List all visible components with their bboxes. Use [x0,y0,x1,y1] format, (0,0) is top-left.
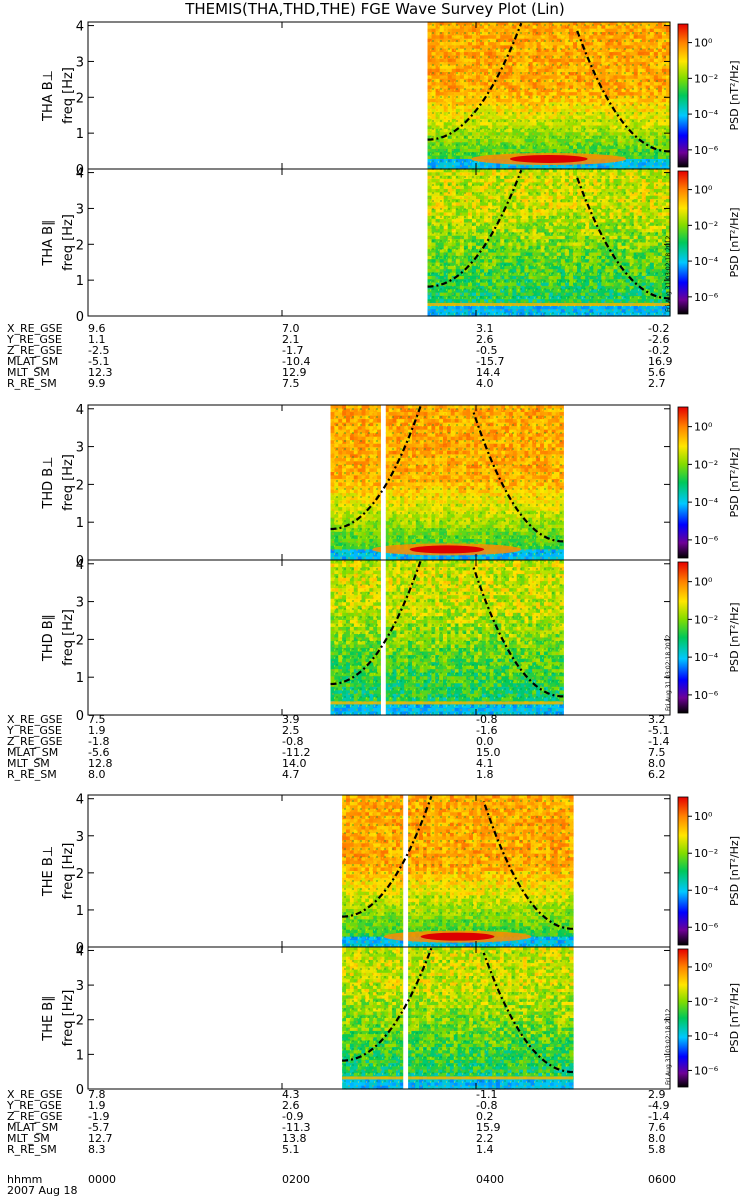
colorbar [677,23,689,168]
colorbar-tick-label: 10⁻⁶ [694,144,719,157]
freq-axis-label: freq [Hz] [61,67,76,124]
colorbar-tick-label: 10⁻⁴ [694,108,719,121]
gyrofrequency-curve [575,27,671,153]
freq-tick-label: 2 [76,91,84,106]
freq-tick-label: 3 [76,55,84,70]
plot-title: THEMIS(THA,THD,THE) FGE Wave Survey Plot… [185,0,565,18]
gyrofrequency-curve [427,22,523,141]
freq-tick-label: 1 [76,127,84,142]
low-freq-peak [509,154,588,163]
colorbar-tick-label: 10⁰ [694,37,713,50]
spectrogram-texture [427,22,670,169]
freq-tick-label: 0 [76,163,84,178]
colorbar-label: PSD [nT²/Hz] [728,60,741,130]
freq-tick-label: 4 [76,20,84,35]
panel-tha-bperp: 0 1 2 3 4 THA B⊥ freq [Hz] 10⁰ 10⁻² 10⁻⁴ 10⁻⁶ PSD [… [41,20,741,178]
colorbar-tick-label: 10⁻² [694,72,718,85]
panel-label: THA B⊥ [41,70,56,122]
